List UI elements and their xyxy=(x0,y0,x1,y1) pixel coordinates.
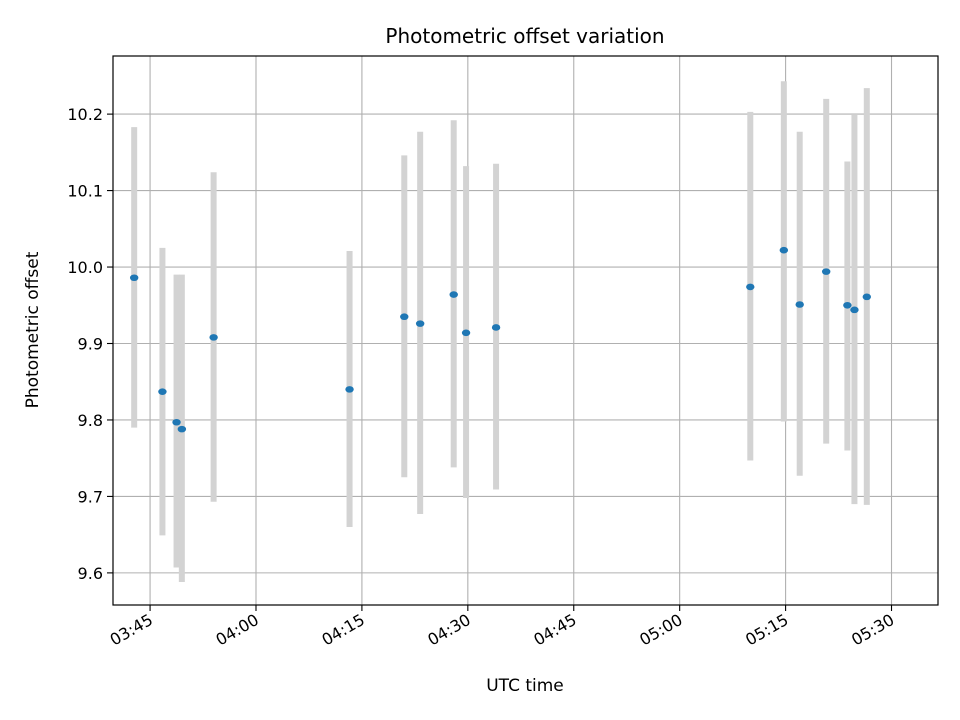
data-point xyxy=(779,246,789,254)
y-tick-label: 9.9 xyxy=(78,334,103,353)
data-point xyxy=(177,425,187,433)
chart-title: Photometric offset variation xyxy=(385,24,664,48)
data-point xyxy=(843,301,852,309)
data-point xyxy=(129,274,139,282)
data-point xyxy=(491,324,501,331)
data-point xyxy=(158,388,167,395)
data-point xyxy=(795,301,804,308)
data-point xyxy=(449,291,458,298)
y-tick-label: 9.8 xyxy=(78,411,103,430)
data-point xyxy=(850,306,859,314)
y-tick-label: 9.6 xyxy=(78,564,103,583)
data-point xyxy=(345,386,354,393)
data-point xyxy=(862,293,871,301)
data-point xyxy=(209,334,218,341)
y-tick-label: 9.7 xyxy=(78,487,103,506)
y-axis-label: Photometric offset xyxy=(23,251,43,408)
data-points xyxy=(129,246,871,433)
y-tick-label: 10.0 xyxy=(67,258,103,277)
plot-frame xyxy=(112,55,939,606)
x-axis-label: UTC time xyxy=(486,676,564,696)
data-point xyxy=(400,313,409,321)
data-point xyxy=(746,283,755,291)
data-point xyxy=(415,320,425,327)
y-axis-ticks: 9.6 9.7 9.8 9.9 10.0 10.1 10.2 xyxy=(67,105,113,583)
data-point xyxy=(461,329,471,337)
data-point xyxy=(172,418,181,426)
y-tick-label: 10.1 xyxy=(67,182,103,201)
data-point xyxy=(821,268,831,275)
y-tick-label: 10.2 xyxy=(67,105,103,124)
